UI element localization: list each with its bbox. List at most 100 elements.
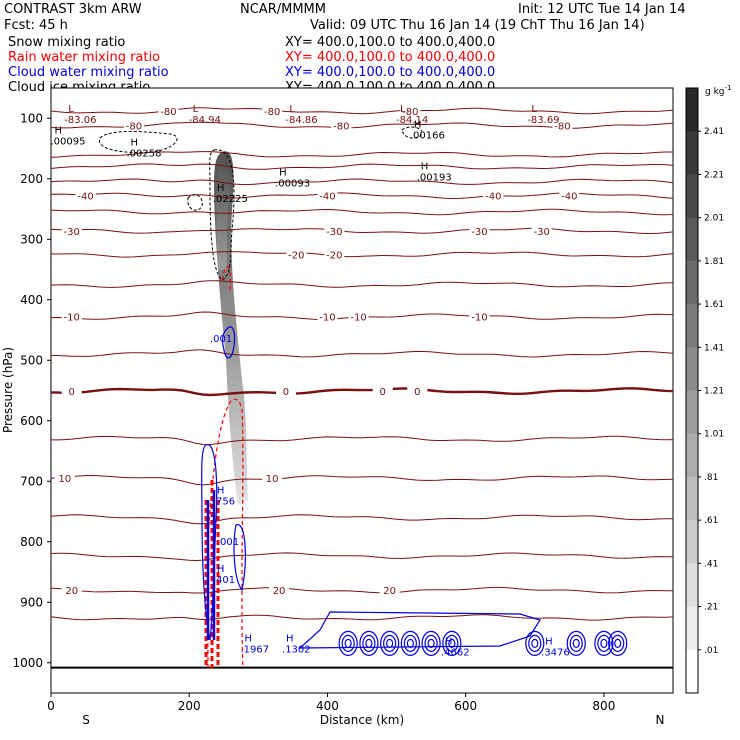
- extremum-type-12: H: [217, 564, 225, 575]
- cloud-water-rings: [338, 630, 628, 656]
- temp-label-14-1: 10: [266, 474, 279, 485]
- temp-label-bg-1-1: [331, 119, 352, 132]
- cloud-ring-1-1: [365, 638, 373, 648]
- temp-contour-4: [50, 178, 674, 186]
- temp-contour-3: [50, 163, 674, 170]
- temp-label-bg-0-0: [158, 104, 179, 117]
- temp-label-bg-5-0: [75, 189, 96, 202]
- temp-label-17-0: 20: [65, 586, 78, 597]
- extremum-type-2: L: [289, 104, 295, 115]
- x-tick-label-2: 400: [316, 699, 339, 713]
- temp-label-10-3: -10: [471, 313, 487, 324]
- temp-label-7-1: -30: [326, 227, 342, 238]
- temp-contour-9: [50, 280, 674, 288]
- colorbar-label-3: 1.81: [704, 257, 724, 267]
- temp-label-bg-7-0: [61, 224, 82, 237]
- temp-label-8-0: -20: [288, 250, 304, 261]
- colorbar-swatch-3: [686, 217, 698, 262]
- extremum-value-12: .401: [213, 575, 235, 586]
- ice-contour-cell: [209, 149, 235, 281]
- temp-label-1-2: -80: [554, 122, 570, 133]
- temp-label-10-2: -10: [350, 313, 366, 324]
- rain-core-heavy: [204, 480, 220, 668]
- temp-contour-18: [50, 614, 674, 621]
- field-xy-cloud-water: XY= 400.0,100.0 to 400.0,400.0: [285, 65, 496, 80]
- y-tick-label-5: 600: [20, 414, 43, 428]
- cloud-ring-2-1: [386, 638, 394, 648]
- cloud-ring-8-3: [594, 630, 614, 656]
- extremum-type-10: H: [421, 162, 429, 173]
- temp-contour-15: [50, 514, 673, 525]
- colorbar-swatch-11: [686, 563, 698, 608]
- extremum-type-8: H: [217, 183, 225, 194]
- temp-label-bg-0-1: [262, 104, 283, 117]
- temp-label-0-1: -80: [264, 107, 280, 118]
- temperature-contour-labels: -80 -80 -80 -80 -80 -80 -40 -40 -40 -40 -30 -30 -30 -…: [54, 104, 580, 597]
- y-tick-label-2: 300: [20, 232, 43, 246]
- extremum-value-10: .00193: [417, 173, 452, 184]
- temp-label-bg-12-3: [407, 385, 428, 398]
- temp-label-12-0: 0: [69, 387, 75, 398]
- y-tick-label-4: 500: [20, 353, 43, 367]
- extremum-value-6: .00258: [126, 148, 161, 159]
- temp-label-bg-5-2: [483, 189, 504, 202]
- y-tick-label-0: 100: [20, 111, 43, 125]
- y-tick-label-3: 400: [20, 293, 43, 307]
- temp-label-bg-1-2: [552, 119, 573, 132]
- y-axis-label: Pressure (hPa): [1, 347, 15, 433]
- cloud-contour-low-right: [233, 524, 246, 592]
- x-end-label-left: S: [82, 713, 90, 727]
- x-tick-label-3: 600: [454, 699, 477, 713]
- extremum-type-7: H: [414, 119, 422, 130]
- cloud-ring-5-2: [445, 634, 459, 652]
- cloud-contour-low-left: [201, 444, 218, 641]
- valid-time: Valid: 09 UTC Thu 16 Jan 14 (19 ChT Thu …: [310, 18, 645, 33]
- temp-label-14-0: 10: [58, 474, 71, 485]
- temp-label-7-3: -30: [534, 227, 550, 238]
- cloud-ring-0-3: [338, 630, 358, 656]
- field-xy-snow: XY= 400.0,100.0 to 400.0,400.0: [285, 35, 496, 50]
- extremum-type-14: H: [286, 634, 294, 645]
- ice-contour-upper-left: [99, 131, 178, 153]
- cloud-ring-0-2: [341, 634, 355, 652]
- temp-contour-13: [51, 435, 674, 446]
- extremum-type-1: L: [193, 104, 199, 115]
- extremum-value-13: .1967: [241, 645, 270, 656]
- extremum-value-2: -84.86: [285, 115, 317, 126]
- colorbar-swatch-12: [686, 606, 698, 651]
- colorbar-label-1: 2.21: [704, 170, 724, 180]
- y-tick-label-6: 700: [20, 474, 43, 488]
- cloud-ring-5-1: [448, 638, 456, 648]
- colorbar-swatch-8: [686, 433, 698, 478]
- temp-contour-7: [50, 227, 674, 234]
- temp-label-bg-17-2: [379, 584, 400, 597]
- colorbar-label-12: .01: [704, 646, 718, 656]
- temp-label-10-0: -10: [64, 313, 80, 324]
- cloud-ring-1-3: [359, 630, 379, 656]
- temp-label-5-2: -40: [485, 192, 501, 203]
- temperature-contours: [50, 107, 674, 621]
- temp-contour-0: [50, 107, 674, 115]
- temp-label-8-1: -20: [326, 250, 342, 261]
- temp-label-bg-10-3: [469, 310, 490, 323]
- cloud-ring-5-3: [442, 630, 462, 656]
- ice-core-shading: [216, 159, 229, 270]
- temp-label-bg-14-0: [54, 472, 75, 485]
- cloud-ring-8-2: [597, 634, 611, 652]
- cloud-contour-mid: [222, 326, 236, 359]
- temp-label-bg-0-2: [400, 104, 421, 117]
- cloud-ring-9-3: [608, 630, 628, 656]
- colorbar-label-2: 2.01: [704, 214, 724, 224]
- temp-label-10-1: -10: [319, 313, 335, 324]
- temp-contour-2: [50, 151, 673, 158]
- x-axis-ticks: 0 200 400 600 800: [47, 693, 615, 713]
- rain-contour-inner: [221, 266, 231, 291]
- temp-label-7-0: -30: [64, 227, 80, 238]
- cloud-ring-7-3: [566, 630, 586, 656]
- colorbar-swatch-5: [686, 304, 698, 348]
- cloud-label-0: .001: [210, 334, 232, 345]
- temp-contour-17: [50, 586, 674, 594]
- extremum-value-7: .00166: [410, 130, 445, 141]
- temp-label-bg-1-0: [123, 119, 144, 132]
- temp-label-12-1: 0: [283, 387, 289, 398]
